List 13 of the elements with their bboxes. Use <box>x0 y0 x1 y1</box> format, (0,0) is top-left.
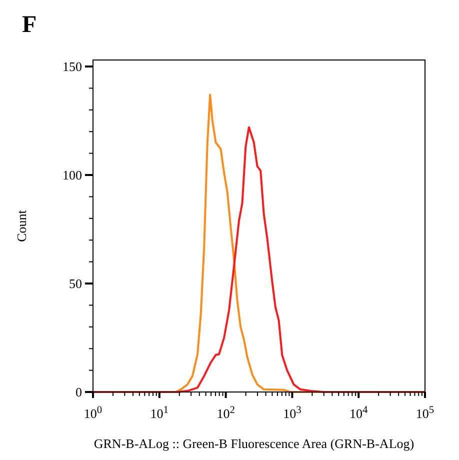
x-tick-label: 10$^{0}$ <box>84 404 102 421</box>
x-tick-label: 10$^{2}$ <box>216 404 235 421</box>
chart-title: F <box>22 12 37 38</box>
x-tick-label: 10$^{4}$ <box>350 404 368 421</box>
x-tick-label: 10$^{1}$ <box>150 404 168 421</box>
y-tick-label: 150 <box>62 59 82 74</box>
y-tick-label: 0 <box>76 384 82 400</box>
y-tick-label: 50 <box>69 276 82 292</box>
y-axis-title: Count <box>14 210 29 242</box>
x-tick-label: 10$^{3}$ <box>283 404 302 421</box>
x-axis-title: GRN-B-ALog :: Green-B Fluorescence Area (GRN-B-ALog) <box>94 436 414 451</box>
y-tick-label: 100 <box>62 168 82 183</box>
x-tick-label: 10$^{5}$ <box>416 404 434 421</box>
